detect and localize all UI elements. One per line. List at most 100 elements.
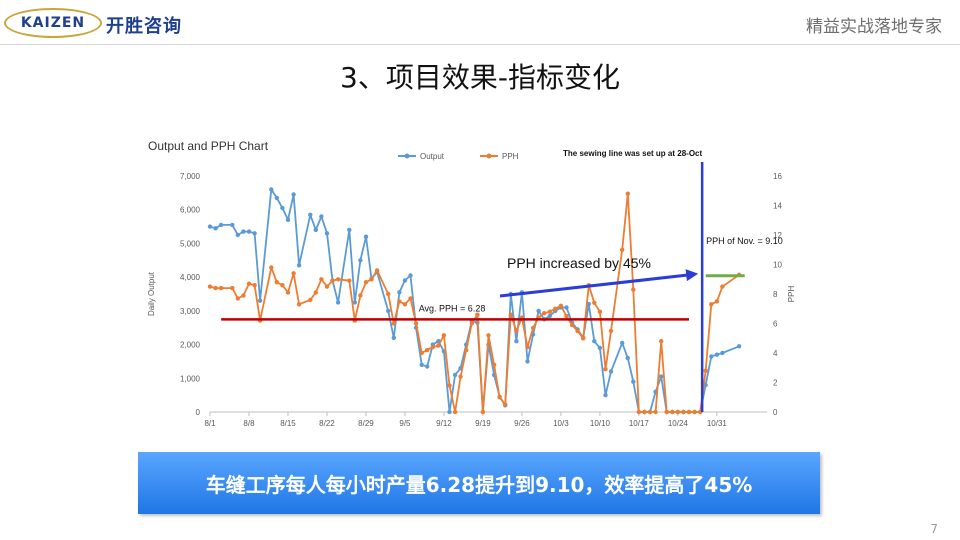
output-point — [269, 187, 274, 192]
chart-legend: Output PPH — [398, 152, 519, 161]
y2-axis-label: PPH — [787, 286, 796, 303]
output-point — [608, 369, 614, 374]
y2-tick-label: 0 — [773, 408, 778, 417]
pph-point — [391, 321, 396, 326]
pph-point — [464, 347, 469, 353]
pph-point — [425, 347, 430, 353]
header-divider — [0, 44, 960, 45]
pph-point — [324, 284, 330, 289]
output-point — [358, 258, 363, 263]
output-point — [564, 305, 569, 310]
legend-marker — [404, 153, 410, 159]
pph-point — [659, 339, 664, 344]
y2-tick-label: 2 — [773, 379, 778, 388]
increase-arrow-head — [685, 269, 699, 282]
pph-point — [475, 312, 480, 317]
pph-point — [335, 277, 341, 282]
pph-point — [558, 303, 564, 308]
pph-point — [347, 278, 352, 283]
pph-point — [246, 281, 252, 286]
output-point — [402, 278, 408, 283]
logo-chinese-name: 开胜咨询 — [106, 16, 182, 37]
output-line — [209, 188, 740, 413]
logo-wordmark: KAIZEN — [20, 15, 86, 31]
y2-tick-label: 8 — [773, 290, 778, 299]
pph-point — [241, 293, 246, 298]
pph-point — [213, 285, 218, 291]
legend-label: Output — [420, 152, 445, 161]
output-point — [631, 379, 636, 384]
pph-point — [675, 409, 681, 415]
pph-point — [547, 309, 552, 314]
pph-point — [530, 325, 536, 331]
pph-point — [564, 313, 569, 319]
output-pph-chart: Output and PPH Chart Output PPH 0 1,000 2,0… — [147, 139, 796, 428]
x-tick-label: 8/8 — [243, 419, 255, 428]
output-point — [419, 362, 424, 367]
company-logo: KAIZEN 开胜咨询 — [4, 6, 204, 40]
y-tick-label: 6,000 — [180, 206, 201, 215]
x-tick-label: 8/22 — [319, 419, 335, 428]
output-point — [347, 227, 352, 233]
pph-series — [207, 191, 742, 415]
pph-point — [514, 328, 519, 334]
output-point — [291, 192, 296, 197]
y2-tick-label: 14 — [773, 202, 782, 211]
pph-point — [491, 362, 497, 367]
output-point — [274, 195, 279, 201]
output-point — [235, 232, 240, 238]
pph-point — [592, 300, 597, 305]
summary-banner-text: 车缝工序每人每小时产量6.28提升到9.10，效率提高了45% — [205, 472, 753, 497]
output-point — [230, 222, 235, 228]
x-tick-label: 10/3 — [553, 419, 569, 428]
pph-point — [285, 290, 291, 295]
output-point — [525, 359, 530, 364]
output-point — [391, 335, 396, 340]
x-tick-label: 10/10 — [590, 419, 611, 428]
output-point — [207, 224, 213, 229]
setup-note: The sewing line was set up at 28-Oct — [563, 149, 702, 158]
slide-title: 3、项目效果-指标变化 — [340, 61, 620, 94]
pph-point — [692, 409, 697, 415]
output-point — [603, 392, 608, 398]
output-point — [714, 352, 720, 357]
pph-point — [436, 343, 441, 348]
output-point — [620, 340, 625, 346]
output-point — [308, 212, 313, 217]
y-tick-label: 7,000 — [180, 172, 201, 181]
pph-point — [430, 344, 435, 350]
x-tick-label: 10/24 — [668, 419, 689, 428]
pph-point — [296, 302, 302, 307]
page-number: 7 — [930, 522, 938, 536]
output-point — [324, 231, 330, 236]
pph-point — [480, 409, 486, 415]
output-point — [514, 339, 519, 344]
pph-point — [252, 283, 257, 288]
pph-point — [597, 309, 603, 314]
chart-annotations: The sewing line was set up at 28-Oct PPH … — [221, 149, 783, 412]
pph-point — [330, 278, 335, 283]
pph-point — [458, 374, 463, 379]
pph-point — [230, 285, 235, 291]
output-point — [536, 308, 541, 314]
output-point — [408, 273, 413, 278]
y2-tick-label: 12 — [773, 231, 782, 240]
pph-point — [308, 297, 313, 303]
pph-point — [269, 265, 274, 270]
logo-oval — [4, 8, 102, 38]
x-tick-label: 10/17 — [629, 419, 650, 428]
output-series — [207, 187, 742, 415]
y2-tick-label: 4 — [773, 349, 778, 358]
pph-point — [581, 336, 586, 341]
y-tick-label: 4,000 — [180, 273, 201, 282]
pph-point — [664, 409, 669, 415]
pph-point — [386, 291, 391, 297]
pph-point — [703, 368, 708, 373]
output-point — [257, 298, 263, 303]
output-point — [597, 345, 603, 351]
pph-point — [397, 299, 402, 304]
pph-point — [469, 321, 474, 326]
pph-point — [402, 302, 408, 307]
x-tick-label: 9/19 — [475, 419, 491, 428]
output-point — [547, 313, 552, 319]
